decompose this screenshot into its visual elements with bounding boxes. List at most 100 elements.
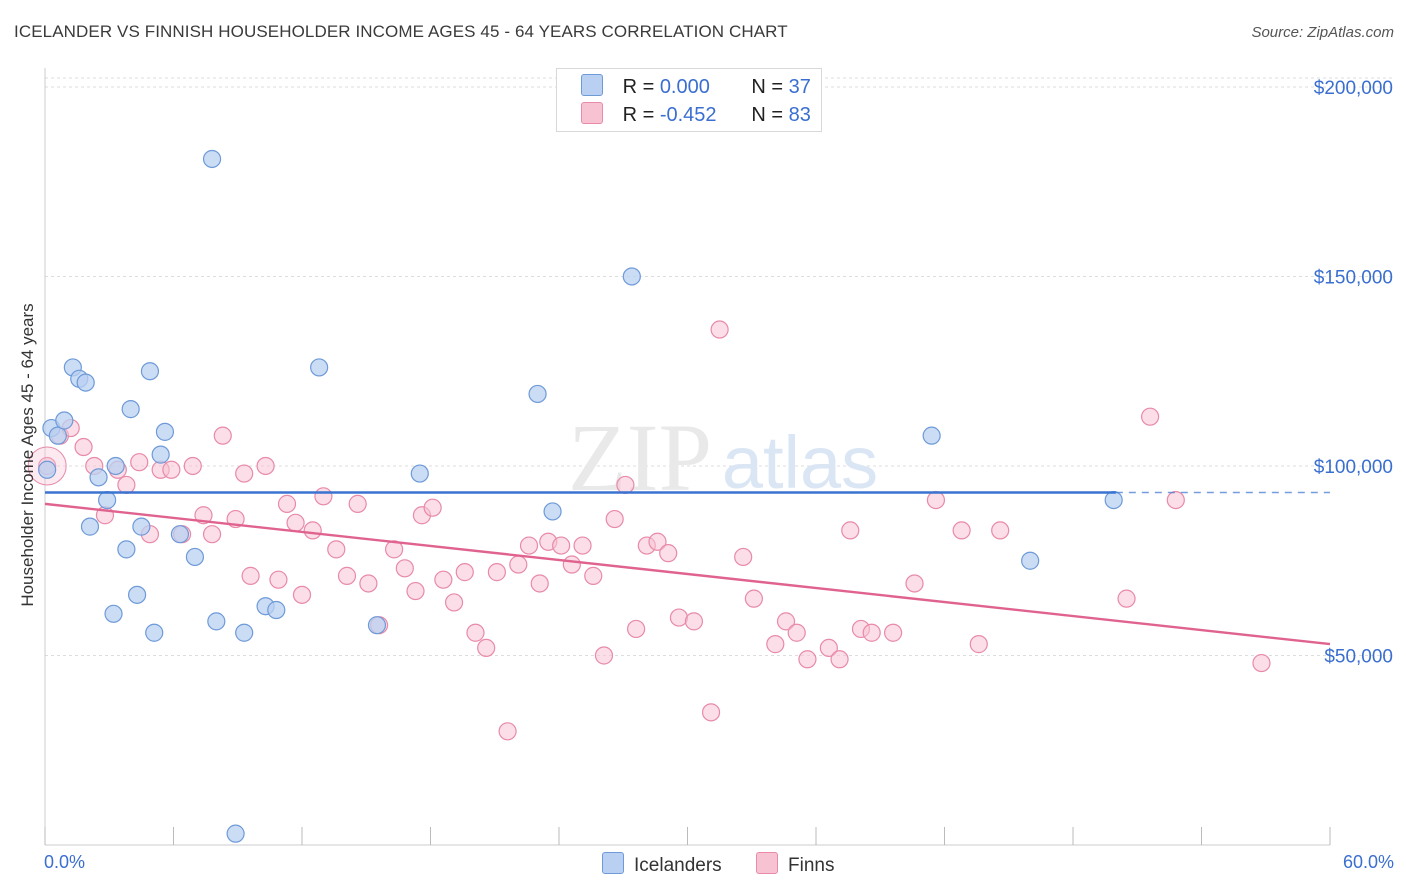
icelanders-point [76,373,95,392]
icelanders-point [410,464,429,483]
finns-point [117,475,136,495]
finns-point [830,650,849,669]
finns-point [991,521,1010,540]
finns-point [466,623,485,642]
finns-point [766,635,785,654]
icelanders-point [226,824,245,843]
icelanders-point [1104,490,1123,510]
finns-point [1140,407,1160,426]
finns-point [444,593,464,612]
icelanders-point [267,600,286,620]
legend-item-icelanders[interactable]: Icelanders [602,852,722,877]
legend-swatch-pink [581,102,603,124]
icelanders-point [55,411,74,430]
icelanders-point [117,540,136,559]
finns-point [130,453,149,472]
legend-r-label: R = [622,104,660,126]
finns-point [787,623,806,642]
source-label: Source: ZipAtlas.com [1251,24,1394,41]
finns-point [235,464,254,483]
finns-point [1166,490,1185,510]
icelanders-point [543,502,562,521]
finns-point [969,635,988,654]
finns-point [395,559,414,578]
icelanders-point [48,426,67,445]
finns-point [509,555,528,574]
watermark-atlas: atlas [722,421,878,504]
icelanders-point [367,616,387,635]
finns-point [303,521,322,540]
finns-point [776,612,796,631]
legend-item-finns[interactable]: Finns [756,852,834,877]
icelanders-point [235,623,254,642]
finns-point [269,570,288,589]
finns-point [616,475,635,495]
icelanders-point [127,585,147,604]
finns-point [286,513,305,532]
finns-point [498,722,517,741]
finns-point [241,566,260,585]
y-tick-label: $150,000 [1314,267,1393,288]
icelanders-point [202,149,222,169]
finns-point [277,494,297,513]
finns-point [314,487,333,506]
legend-swatch-blue [581,74,603,96]
finns-point [552,536,571,555]
finns-point [926,490,946,510]
finns-point [669,608,689,627]
legend-label-finns: Finns [788,855,835,876]
finns-point [734,547,753,567]
finns-point [434,570,453,589]
finns-point [1252,653,1271,673]
finns-point [194,506,213,525]
finns-point [584,566,603,585]
icelanders-point [140,362,160,381]
finns-point [562,555,581,574]
finns-point [162,460,181,479]
finns-point [819,638,838,658]
trend-lines [44,491,1331,646]
icelanders-point [310,358,329,377]
icelanders-point [170,525,190,544]
finns-point [1117,589,1136,608]
legend-n-value: 83 [788,104,811,126]
x-axis-min-label: 0.0% [44,852,86,872]
finns-point [406,581,425,601]
legend-label-icelanders: Icelanders [634,855,722,876]
legend-r-value: -0.452 [659,104,717,126]
finns-point [701,703,721,722]
finns-point [202,525,222,544]
finns-point [348,494,367,513]
legend-row-finns: R = -0.452 N = 83 [581,102,811,128]
finns-point [487,563,506,582]
finns-point [905,574,924,593]
legend-swatch-blue [602,852,624,874]
y-tick-label: $200,000 [1314,78,1393,99]
finns-points [27,320,1271,741]
finns-point [530,574,549,593]
icelanders-point [1021,551,1040,570]
finns-point [626,619,646,639]
y-tick-labels: $50,000 $100,000 $150,000 $200,000 [1314,78,1393,668]
finns-point [798,650,817,669]
legend-row-icelanders: R = 0.000 N = 37 [581,74,811,100]
legend-n-label: N = [751,76,789,98]
icelanders-point [38,460,57,479]
icelanders-point [89,468,108,487]
finns-point [423,498,442,517]
legend-r-value: 0.000 [659,76,710,98]
finns-point [337,566,357,585]
finns-point [455,563,474,582]
finns-point [74,437,93,457]
icelanders-point [185,547,205,567]
finns-point [327,540,346,559]
icelanders-point [151,445,170,464]
y-tick-label: $100,000 [1314,457,1393,478]
y-tick-label: $50,000 [1324,646,1393,667]
watermark: ZIP atlas [568,404,878,511]
icelanders-point [155,422,175,441]
finns-point [710,320,729,339]
icelanders-point [528,384,547,404]
icelanders-point [80,517,100,536]
